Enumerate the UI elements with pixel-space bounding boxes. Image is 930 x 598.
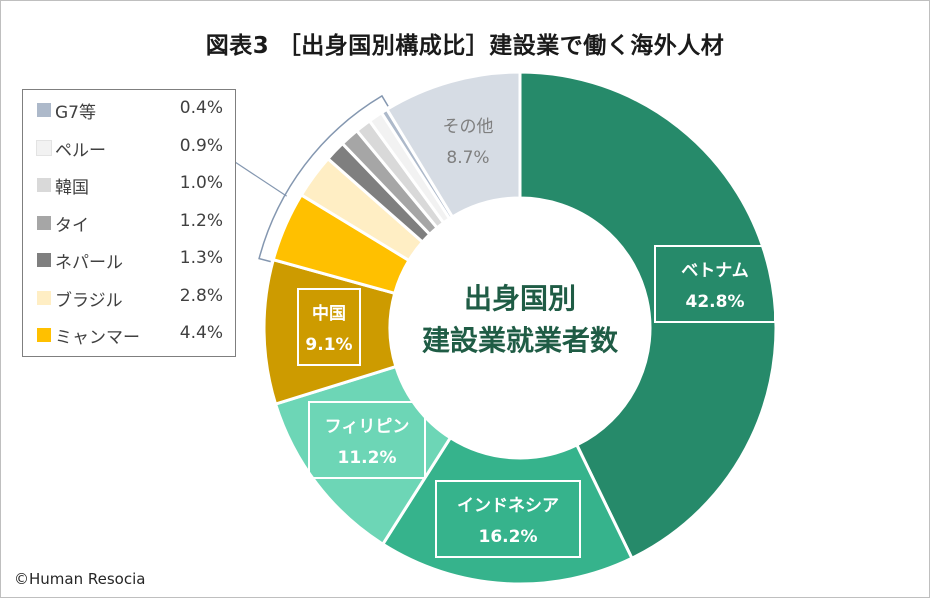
legend-swatch [37,103,51,117]
legend-label: ネパール [55,253,123,273]
legend-swatch [37,290,51,305]
slice-label-value: 9.1% [305,335,352,355]
slice-label-name: インドネシア [457,496,559,516]
legend-label: ブラジル [55,290,123,311]
center-label-line2: 建設業就業者数 [421,324,618,357]
legend-value: 1.3% [179,248,223,268]
credit-text: ©Human Resocia [14,570,146,588]
legend-leader-line [234,161,287,197]
legend-item: ミャンマー 4.4% [23,317,235,355]
slice-11[interactable] [384,70,522,220]
slice-1[interactable] [380,435,634,586]
slice-label-box [297,288,361,366]
slice-label-name: その他 [443,117,494,137]
slice-label-1: インドネシア 16.2% [435,480,581,558]
slice-label-box [308,401,426,479]
legend-label: ミャンマー [55,328,140,348]
legend-item: ペルー 0.9% [23,130,235,168]
slice-group [262,70,778,586]
legend-item: ブラジル 2.8% [23,280,235,318]
slice-label-2: フィリピン 11.2% [308,401,426,479]
legend-swatch [37,178,51,192]
slice-label-box [435,480,581,558]
center-label-line1: 出身国別 [463,282,576,315]
slice-label-name: フィリピン [325,417,410,437]
legend-label: 韓国 [55,178,89,198]
slice-label-value: 16.2% [479,527,538,547]
legend-item: 韓国 1.0% [23,167,235,205]
legend-label: タイ [55,215,89,236]
slice-label-11: その他 8.7% [443,117,494,168]
slice-label-group: ベトナム 42.8% インドネシア 16.2% フィリピン 11.2% 中国 9.1% その他 8… [297,117,776,558]
legend-item: G7等 0.4% [23,92,235,130]
legend-swatch [37,253,51,267]
legend-swatch [37,328,51,342]
legend-item: ネパール 1.3% [23,242,235,280]
slice-label-name: ベトナム [681,261,749,281]
slice-label-value: 42.8% [686,292,745,312]
legend-value: 0.9% [179,135,223,156]
slice-label-name: 中国 [312,303,346,324]
slice-label-value: 8.7% [446,148,489,168]
slice-label-box [654,245,776,323]
slice-0[interactable] [518,70,778,561]
chart-legend: G7等 0.4% ペルー 0.9% 韓国 1.0% タイ 1.2% ネパール 1.3% ブラジル 2.… [22,89,236,357]
legend-value: 1.0% [179,173,223,193]
legend-value: 0.4% [179,98,223,118]
slice-label-value: 11.2% [338,448,397,468]
center-label: 出身国別 建設業就業者数 [380,278,660,362]
legend-swatch [37,215,51,230]
legend-label: G7等 [55,103,96,123]
chart-title: 図表3 ［出身国別構成比］建設業で働く海外人材 [205,33,725,59]
slice-label-3: 中国 9.1% [297,288,361,366]
legend-value: 2.8% [179,285,223,306]
legend-swatch [36,139,52,156]
legend-bracket [258,94,389,263]
legend-value: 4.4% [179,323,223,343]
legend-label: ペルー [55,140,106,161]
slice-label-0: ベトナム 42.8% [654,245,776,323]
legend-value: 1.2% [179,210,223,231]
legend-item: タイ 1.2% [23,205,235,243]
legend-callout [234,94,389,263]
